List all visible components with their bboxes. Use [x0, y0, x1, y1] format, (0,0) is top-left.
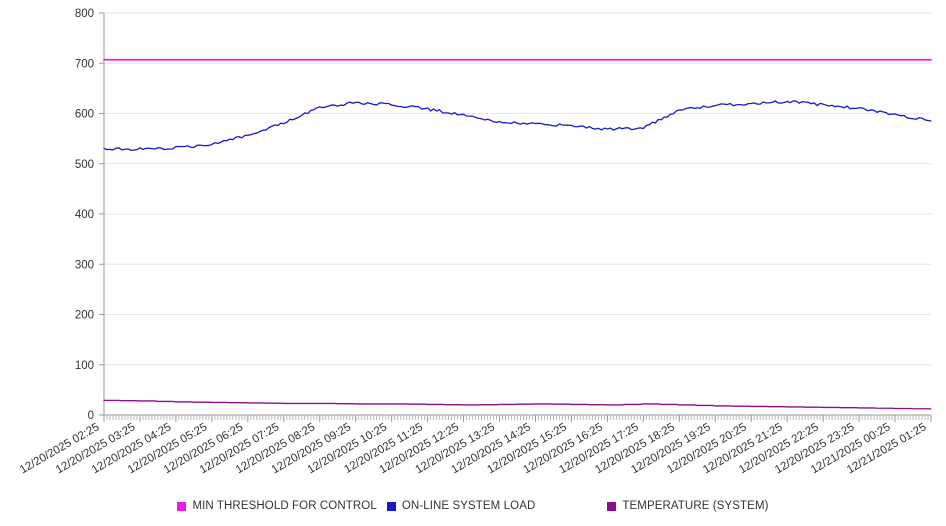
svg-text:0: 0: [88, 410, 94, 422]
legend-swatch-temperature: [607, 501, 617, 511]
svg-text:700: 700: [75, 58, 94, 70]
svg-text:200: 200: [75, 310, 94, 322]
svg-text:400: 400: [75, 209, 94, 221]
x-major-ticks: [99, 12, 932, 422]
svg-text:300: 300: [75, 259, 94, 271]
legend-swatch-system-load: [386, 501, 396, 511]
chart-legend: MIN THRESHOLD FOR CONTROL ON-LINE SYSTEM…: [0, 495, 946, 517]
gridlines: [104, 12, 931, 366]
legend-item-system-load[interactable]: ON-LINE SYSTEM LOAD: [386, 500, 536, 512]
svg-text:600: 600: [75, 109, 94, 121]
svg-text:100: 100: [75, 360, 94, 372]
y-tick-labels: 0 100 200 300 400 500 600 700 800: [75, 8, 94, 422]
legend-label-temperature: TEMPERATURE (SYSTEM): [622, 500, 769, 512]
legend-swatch-min-threshold: [177, 501, 187, 511]
legend-label-system-load: ON-LINE SYSTEM LOAD: [401, 500, 536, 512]
data-series: [103, 58, 932, 410]
legend-item-min-threshold[interactable]: MIN THRESHOLD FOR CONTROL: [177, 500, 377, 512]
svg-text:500: 500: [75, 159, 94, 171]
svg-text:800: 800: [75, 8, 94, 20]
legend-label-min-threshold: MIN THRESHOLD FOR CONTROL: [192, 500, 377, 512]
x-minor-ticks: [103, 415, 932, 420]
legend-item-temperature[interactable]: TEMPERATURE (SYSTEM): [607, 500, 768, 512]
